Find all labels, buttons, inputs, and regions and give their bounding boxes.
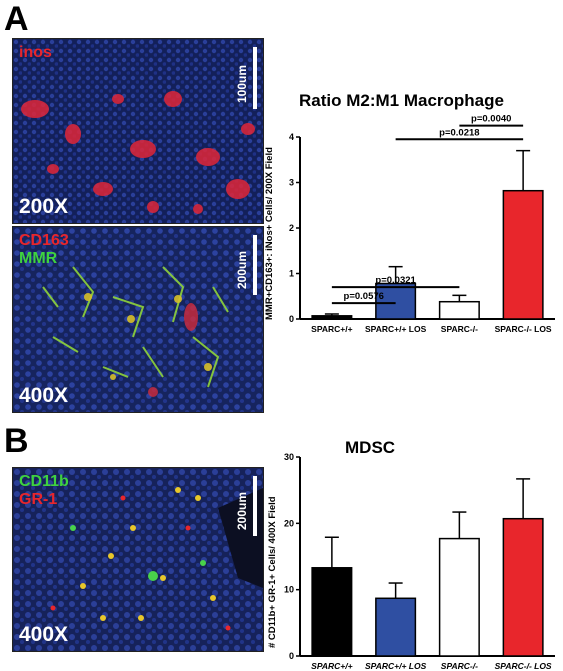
p-value-label: p=0.0321 <box>375 275 416 286</box>
x-tick-label: SPARC+/+ <box>311 661 352 671</box>
magnification-label: 200X <box>19 195 69 218</box>
tissue-texture <box>13 468 263 651</box>
x-tick-label: SPARC-/- <box>441 324 478 334</box>
bar <box>502 189 544 320</box>
x-tick-label: SPARC+/+ LOS <box>365 324 427 334</box>
x-tick-label: SPARC-/- <box>441 661 478 671</box>
y-tick-label: 30 <box>284 452 294 462</box>
y-tick-label: 1 <box>289 269 294 279</box>
y-tick-label: 10 <box>284 585 294 595</box>
tissue-texture <box>13 227 263 412</box>
tissue-texture <box>13 39 263 223</box>
stain-label-cd11b: CD11b <box>19 473 69 490</box>
y-tick-label: 20 <box>284 518 294 528</box>
bar <box>438 300 480 320</box>
bar <box>502 517 544 657</box>
magnification-label: 400X <box>19 384 69 407</box>
bar <box>438 537 480 657</box>
micrograph-cd11b-gr1: CD11b GR-1 200um 400X <box>12 467 264 652</box>
y-axis-label-mdsc: # CD11b+ GR-1+ Cells/ 400X Field <box>267 496 278 648</box>
scale-label: 100um <box>235 64 249 103</box>
scale-bar <box>253 47 257 109</box>
y-tick-label: 0 <box>289 314 294 324</box>
stain-label-gr1: GR-1 <box>19 491 58 508</box>
y-axis-label-m2m1: MMR+CD163+: iNos+ Cells/ 200X Field <box>264 147 275 320</box>
x-tick-label: SPARC+/+ <box>311 324 352 334</box>
scale-bar <box>253 476 257 536</box>
x-tick-label: SPARC+/+ LOS <box>365 661 427 671</box>
panel-label-b: B <box>4 422 29 460</box>
y-tick-label: 2 <box>289 223 294 233</box>
bar <box>311 567 353 657</box>
bar <box>375 282 417 320</box>
stain-label-mmr: MMR <box>19 250 58 267</box>
stain-label-inos: inos <box>19 44 52 61</box>
p-value-label: p=0.0218 <box>439 127 479 138</box>
x-tick-label: SPARC-/- LOS <box>495 324 552 334</box>
p-value-label: p=0.0040 <box>471 114 511 125</box>
magnification-label: 400X <box>19 623 69 646</box>
x-tick-label: SPARC-/- LOS <box>495 661 552 671</box>
p-value-label: p=0.0576 <box>344 291 384 302</box>
chart-title-mdsc: MDSC <box>345 438 396 457</box>
bar <box>375 597 417 657</box>
scale-label: 200um <box>235 491 249 530</box>
panel-label-a: A <box>4 0 29 38</box>
micrograph-cd163-mmr: CD163 MMR 200um 400X <box>12 226 264 413</box>
scale-bar <box>253 235 257 295</box>
stain-label-cd163: CD163 <box>19 232 69 249</box>
scale-label: 200um <box>235 250 249 289</box>
y-tick-label: 0 <box>289 651 294 661</box>
y-tick-label: 3 <box>289 178 294 188</box>
micrograph-inos: inos 100um 200X <box>12 38 264 224</box>
y-tick-label: 4 <box>289 132 294 142</box>
chart-title-m2m1: Ratio M2:M1 Macrophage <box>299 91 504 110</box>
bar <box>311 315 353 320</box>
